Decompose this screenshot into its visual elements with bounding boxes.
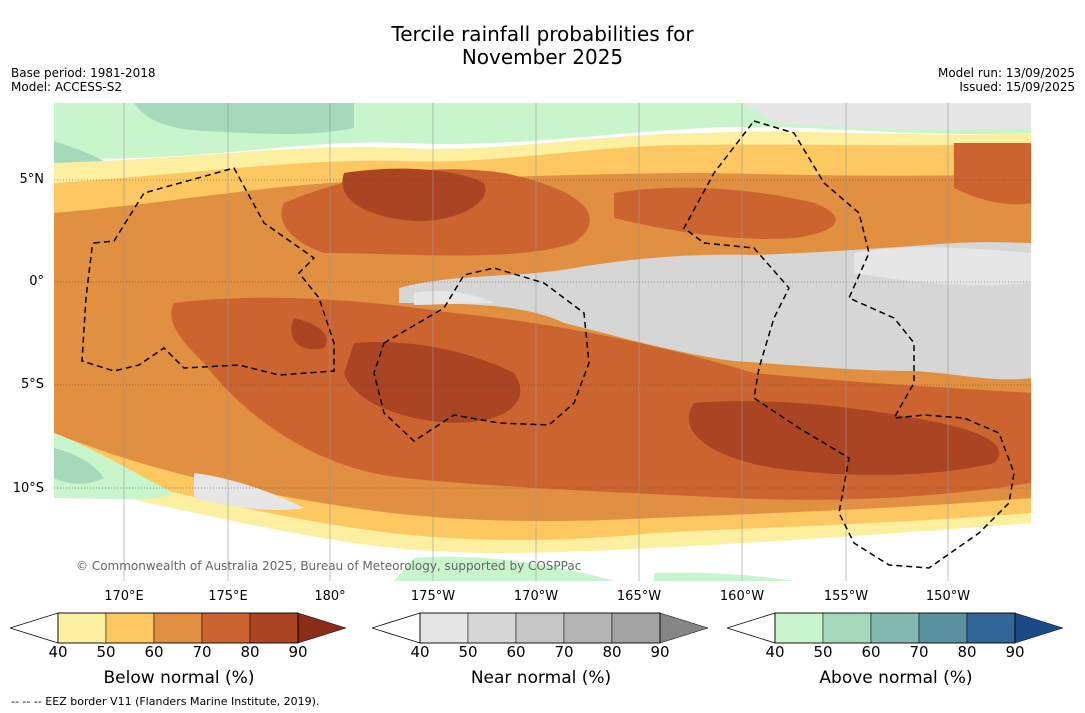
map-title: Tercile rainfall probabilities for Novem… xyxy=(0,23,1085,69)
colorbar-below-title: Below normal (%) xyxy=(103,668,255,688)
lon-label-180: 180° xyxy=(314,589,346,604)
colorbar-above-bin-60 xyxy=(870,612,920,644)
map-title-line1: Tercile rainfall probabilities for xyxy=(391,22,694,46)
tick-near-40: 40 xyxy=(410,643,430,661)
tick-near-60: 60 xyxy=(506,643,526,661)
meta-left: Base period: 1981-2018 Model: ACCESS-S2 xyxy=(11,66,156,94)
issued-date: Issued: 15/09/2025 xyxy=(959,80,1075,94)
tick-below-40: 40 xyxy=(48,643,68,661)
base-period: Base period: 1981-2018 xyxy=(11,66,156,80)
lat-label-5n: 5°N xyxy=(19,172,45,187)
model-name: Model: ACCESS-S2 xyxy=(11,80,123,94)
colorbar-above-bin-50 xyxy=(822,612,872,644)
tick-below-70: 70 xyxy=(192,643,212,661)
colorbar-below-svg xyxy=(8,612,347,644)
lon-label-175w: 175°W xyxy=(410,589,456,604)
colorbar-near-normal xyxy=(370,612,712,648)
lat-label-0: 0° xyxy=(29,274,44,289)
tick-near-70: 70 xyxy=(554,643,574,661)
lon-label-175e: 175°E xyxy=(208,589,248,604)
tick-above-90: 90 xyxy=(1005,643,1025,661)
colorbar-below-bin-90 xyxy=(297,612,347,644)
lon-label-170w: 170°W xyxy=(513,589,559,604)
colorbar-near-bin-90 xyxy=(659,612,709,644)
copyright-text: © Commonwealth of Australia 2025, Bureau… xyxy=(76,559,582,573)
tick-above-40: 40 xyxy=(765,643,785,661)
map-title-line2: November 2025 xyxy=(461,45,624,69)
tick-near-80: 80 xyxy=(602,643,622,661)
colorbar-near-svg xyxy=(370,612,709,644)
tick-below-60: 60 xyxy=(144,643,164,661)
tick-near-50: 50 xyxy=(458,643,478,661)
tick-below-50: 50 xyxy=(96,643,116,661)
colorbar-below-bin-40 xyxy=(57,612,107,644)
colorbar-near-bin-50 xyxy=(467,612,517,644)
colorbar-above-bin-70 xyxy=(918,612,968,644)
colorbar-above-bin-90 xyxy=(1014,612,1064,644)
colorbar-below-bin-80 xyxy=(249,612,299,644)
colorbar-above-bin-40 xyxy=(774,612,824,644)
lat-label-10s: 10°S xyxy=(12,481,44,496)
colorbar-near-bin-80 xyxy=(611,612,661,644)
lon-label-155w: 155°W xyxy=(823,589,869,604)
tick-above-60: 60 xyxy=(861,643,881,661)
meta-right: Model run: 13/09/2025 Issued: 15/09/2025 xyxy=(938,66,1075,94)
probability-map xyxy=(54,103,1031,581)
colorbar-below-bin-70 xyxy=(201,612,251,644)
tick-below-90: 90 xyxy=(288,643,308,661)
colorbar-near-bin-40 xyxy=(419,612,469,644)
colorbar-below-bin-50 xyxy=(105,612,155,644)
colorbar-above-svg xyxy=(725,612,1064,644)
tick-below-80: 80 xyxy=(240,643,260,661)
model-run: Model run: 13/09/2025 xyxy=(937,66,1075,80)
colorbar-near-bin-60 xyxy=(515,612,565,644)
colorbar-near-title: Near normal (%) xyxy=(470,668,612,688)
colorbar-above-normal xyxy=(725,612,1067,648)
lon-label-165w: 165°W xyxy=(616,589,662,604)
lon-label-170e: 170°E xyxy=(104,589,144,604)
tick-above-80: 80 xyxy=(957,643,977,661)
map-svg xyxy=(54,103,1031,581)
lon-label-150w: 150°W xyxy=(925,589,971,604)
colorbar-above-title: Above normal (%) xyxy=(819,668,973,688)
colorbar-below-bin-60 xyxy=(153,612,203,644)
colorbar-below-normal xyxy=(8,612,350,648)
eez-footnote: -- -- -- EEZ border V11 (Flanders Marine… xyxy=(11,695,320,708)
tick-near-90: 90 xyxy=(650,643,670,661)
tick-above-50: 50 xyxy=(813,643,833,661)
lon-label-160w: 160°W xyxy=(719,589,765,604)
tick-above-70: 70 xyxy=(909,643,929,661)
lat-label-5s: 5°S xyxy=(20,377,44,392)
colorbar-above-bin-80 xyxy=(966,612,1016,644)
colorbar-near-bin-70 xyxy=(563,612,613,644)
